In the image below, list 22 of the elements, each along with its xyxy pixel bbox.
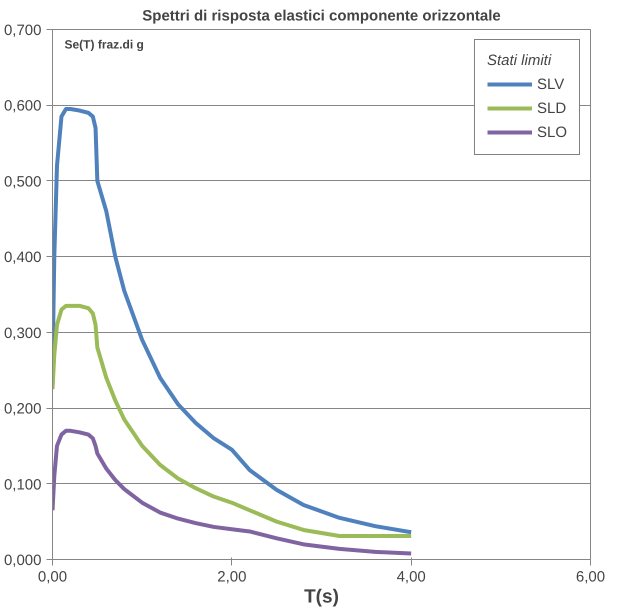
- y-tick-label: 0,100: [4, 476, 42, 494]
- y-tick-label: 0,500: [4, 173, 42, 190]
- y-tick-label: 0,000: [4, 552, 42, 569]
- y-tick-label: 0,700: [4, 22, 42, 39]
- y-tick-label: 0,600: [4, 98, 42, 115]
- line-series: [52, 107, 414, 534]
- legend-title: Stati limiti: [486, 52, 552, 69]
- y-tick-label: 0,400: [4, 249, 42, 266]
- y-tick-label: 0,300: [4, 324, 42, 342]
- chart-title: Spettri di risposta elastici componente orizzontale: [142, 8, 501, 24]
- legend-label: SLV: [536, 76, 564, 92]
- x-tick-label: 2,00: [217, 568, 246, 586]
- x-tick-label: 6,00: [576, 568, 606, 586]
- line-series: [52, 304, 414, 538]
- line-series: [52, 428, 414, 556]
- x-axis-title: T(s): [304, 586, 339, 608]
- legend-label: SLO: [536, 124, 567, 140]
- legend-label: SLD: [536, 100, 566, 116]
- x-tick-label: 4,00: [396, 568, 426, 586]
- y-axis-title: Se(T) fraz.di g: [64, 38, 144, 52]
- y-tick-label: 0,200: [4, 400, 42, 418]
- x-tick-label: 0,00: [38, 568, 68, 586]
